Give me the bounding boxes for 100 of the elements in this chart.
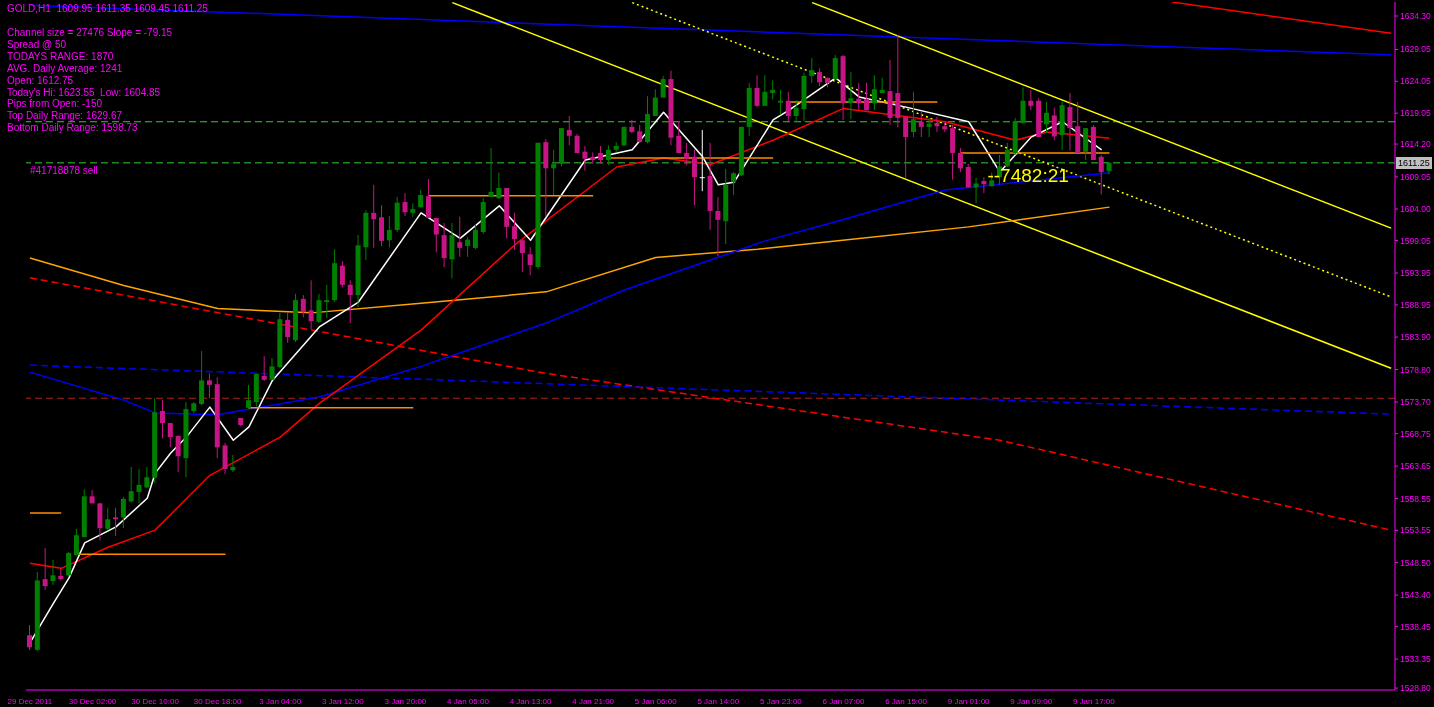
y-tick-label: 1563.65 bbox=[1400, 461, 1431, 472]
y-tick-label: 1553.55 bbox=[1400, 525, 1431, 536]
candlestick bbox=[89, 489, 95, 504]
candlestick bbox=[120, 496, 126, 529]
x-tick-label: 5 Jan 23:00 bbox=[760, 696, 803, 706]
x-tick-label: 3 Jan 12:00 bbox=[321, 696, 365, 706]
y-tick-label: 1533.35 bbox=[1400, 654, 1431, 665]
y-tick-label: 1609.05 bbox=[1400, 171, 1431, 182]
annotation: AVG. Daily Average: 1241 bbox=[7, 62, 124, 75]
candlestick bbox=[175, 435, 181, 473]
candlestick bbox=[465, 236, 471, 258]
candlestick bbox=[934, 116, 940, 133]
y-tick-label: 1583.90 bbox=[1400, 332, 1431, 343]
candlestick bbox=[457, 216, 463, 258]
x-tick-label: 9 Jan 09:00 bbox=[1010, 696, 1053, 706]
y-tick-label: 1588.95 bbox=[1400, 299, 1431, 310]
candlestick bbox=[105, 507, 111, 531]
x-tick-label: 5 Jan 14:00 bbox=[697, 696, 740, 706]
x-tick-label: 4 Jan 21:00 bbox=[572, 696, 615, 706]
candlestick bbox=[1051, 107, 1057, 141]
annotation: Open: 1612.75 bbox=[7, 74, 75, 87]
annotation: TODAYS RANGE: 1870 bbox=[7, 50, 115, 63]
candlestick bbox=[793, 99, 799, 123]
annotation: Pips from Open: -150 bbox=[7, 98, 104, 111]
annotation: Spread @ 50 bbox=[7, 38, 68, 51]
annotation: --7482:21 bbox=[987, 164, 1069, 187]
y-tick-label: 1543.40 bbox=[1400, 590, 1431, 601]
candlestick bbox=[582, 145, 588, 172]
candlestick bbox=[652, 88, 658, 117]
x-tick-label: 9 Jan 17:00 bbox=[1072, 696, 1116, 706]
candlestick bbox=[903, 116, 909, 179]
candlestick bbox=[871, 74, 877, 111]
candlestick bbox=[316, 293, 322, 324]
candlestick bbox=[496, 172, 502, 200]
annotation: Top Daily Range: 1629.67 bbox=[7, 110, 124, 123]
candlestick bbox=[1083, 127, 1089, 161]
ref-line-label: #41718878 sell bbox=[30, 164, 98, 176]
candlestick bbox=[128, 466, 134, 504]
candlestick bbox=[1020, 86, 1026, 125]
candlestick bbox=[379, 204, 385, 247]
candlestick bbox=[566, 115, 572, 146]
candlestick bbox=[731, 171, 737, 196]
candlestick bbox=[159, 399, 165, 439]
x-tick-label: 4 Jan 05:00 bbox=[447, 696, 490, 706]
candlestick bbox=[261, 355, 267, 382]
candlestick bbox=[386, 215, 392, 248]
candlestick bbox=[1004, 142, 1010, 168]
candlestick bbox=[167, 422, 173, 448]
candlestick bbox=[699, 129, 705, 192]
candlestick bbox=[402, 192, 408, 217]
candlestick bbox=[230, 454, 236, 473]
x-tick-label: 6 Jan 15:00 bbox=[885, 696, 928, 706]
candlestick bbox=[371, 184, 377, 249]
candlestick bbox=[66, 551, 72, 577]
candlestick bbox=[300, 294, 306, 318]
candlestick bbox=[965, 163, 971, 189]
y-tick-label: 1578.80 bbox=[1400, 364, 1431, 375]
candlestick bbox=[512, 212, 518, 251]
candlestick bbox=[269, 357, 275, 381]
candlestick bbox=[574, 133, 580, 154]
y-tick-label: 1599.05 bbox=[1400, 235, 1431, 246]
x-tick-label: 30 Dec 02:00 bbox=[68, 696, 117, 706]
candlestick bbox=[918, 110, 924, 138]
candlestick bbox=[715, 196, 721, 257]
candlestick bbox=[324, 284, 330, 319]
candlestick bbox=[926, 117, 932, 138]
candlestick bbox=[832, 54, 838, 80]
candlestick bbox=[347, 279, 353, 324]
candlestick bbox=[777, 89, 783, 116]
y-tick-label: 1548.50 bbox=[1400, 557, 1431, 568]
y-tick-label: 1528.80 bbox=[1400, 683, 1431, 694]
annotation: Channel size = 27476 Slope = -79.15 bbox=[7, 27, 173, 39]
candlestick bbox=[864, 82, 870, 111]
candlestick bbox=[308, 279, 314, 330]
y-tick-label: 1614.20 bbox=[1400, 139, 1431, 150]
candlestick bbox=[1098, 154, 1104, 195]
annotation: Bottom Daily Range: 1598.73 bbox=[7, 122, 139, 135]
y-tick-label: 1538.45 bbox=[1400, 621, 1431, 632]
y-tick-label: 1573.70 bbox=[1400, 397, 1431, 408]
y-tick-label: 1558.55 bbox=[1400, 493, 1431, 504]
candlestick bbox=[754, 74, 760, 108]
candlestick bbox=[856, 82, 862, 111]
candlestick bbox=[629, 119, 635, 134]
y-tick-label: 1568.75 bbox=[1400, 428, 1431, 439]
candlestick bbox=[472, 223, 478, 250]
candlestick bbox=[605, 144, 611, 166]
candlestick bbox=[1043, 101, 1049, 134]
candlestick bbox=[770, 79, 776, 100]
x-tick-label: 5 Jan 06:00 bbox=[634, 696, 678, 706]
candlestick bbox=[425, 178, 431, 219]
candlestick bbox=[222, 442, 228, 475]
candlestick bbox=[488, 147, 494, 198]
candlestick bbox=[50, 559, 56, 586]
y-tick-label: 1634.30 bbox=[1400, 11, 1431, 22]
y-tick-label: 1619.05 bbox=[1400, 108, 1431, 119]
candlestick bbox=[809, 57, 815, 84]
x-tick-label: 3 Jan 20:00 bbox=[384, 696, 427, 706]
candlestick bbox=[42, 547, 48, 591]
x-tick-label: 30 Dec 18:00 bbox=[193, 696, 242, 706]
candlestick bbox=[339, 260, 345, 288]
